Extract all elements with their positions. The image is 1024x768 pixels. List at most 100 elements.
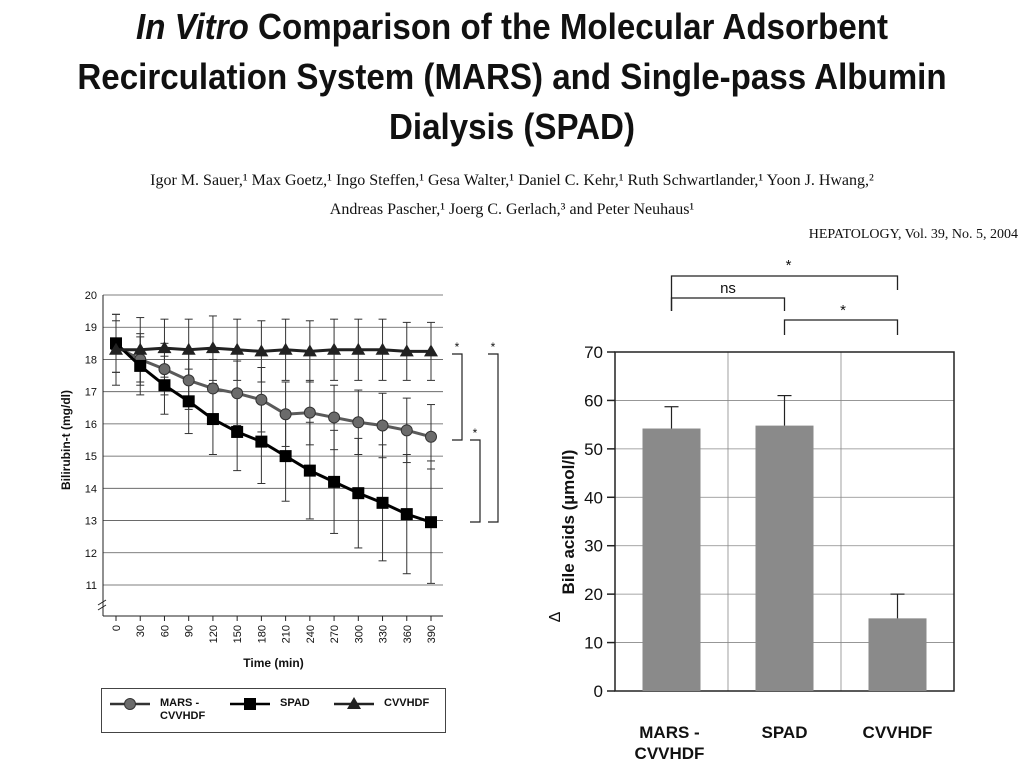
legend-triangle-marker — [347, 697, 361, 709]
y-tick-label: 50 — [584, 440, 603, 459]
data-point — [351, 342, 366, 355]
data-point — [400, 424, 413, 437]
significance-bracket — [470, 439, 481, 523]
data-point — [279, 408, 292, 421]
data-point — [231, 387, 244, 400]
title-line1: Comparison of the Molecular Adsorbent — [248, 6, 889, 47]
x-tick-label: 270 — [329, 625, 341, 643]
authors-line2: Andreas Pascher,¹ Joerg C. Gerlach,³ and… — [329, 201, 695, 218]
y-tick-label: 18 — [85, 354, 97, 366]
x-tick-label: 240 — [305, 625, 317, 643]
line-chart-legend: MARS - CVVHDF SPAD CVVHDF — [101, 688, 446, 733]
x-tick-label: 210 — [281, 625, 293, 643]
data-point — [328, 411, 341, 424]
significance-label: * — [455, 340, 460, 354]
legend-circle-marker — [124, 698, 136, 710]
significance-bracket — [452, 353, 463, 441]
y-tick-label: 20 — [85, 290, 97, 302]
legend-square-marker — [244, 698, 256, 710]
data-point — [255, 393, 268, 406]
significance-label: * — [840, 302, 846, 319]
y-tick-label: 19 — [85, 322, 97, 334]
x-tick-label: 120 — [208, 625, 220, 643]
y-axis-title: Bile acids (µmol/l) — [559, 450, 578, 595]
data-point — [206, 413, 219, 426]
x-tick-label: 180 — [256, 625, 268, 643]
x-axis-title: Time (min) — [243, 656, 303, 670]
data-point — [376, 419, 389, 432]
title-italic: In Vitro — [135, 6, 249, 47]
legend-label-spad: SPAD — [280, 697, 310, 709]
data-point — [303, 464, 316, 477]
data-point — [375, 342, 390, 355]
data-point — [328, 475, 341, 488]
y-tick-label: 10 — [584, 634, 603, 653]
category-label: MARS - — [639, 723, 699, 742]
data-point — [376, 496, 389, 509]
x-tick-label: 360 — [402, 625, 414, 643]
authors-line1: Igor M. Sauer,¹ Max Goetz,¹ Ingo Steffen… — [150, 172, 874, 189]
data-point — [327, 342, 342, 355]
data-point — [134, 359, 147, 372]
y-tick-label: 17 — [85, 387, 97, 399]
bilirubin-line-chart: 11 12 13 14 15 16 17 18 19 20 0 30 60 90 120 150 180 210 2… — [59, 290, 499, 670]
data-point — [399, 344, 414, 357]
category-label: SPAD — [762, 723, 808, 742]
bar — [642, 428, 701, 691]
y-tick-label: 60 — [584, 391, 603, 410]
x-tick-label: 30 — [135, 625, 147, 637]
data-point — [352, 416, 365, 429]
data-point — [158, 363, 171, 376]
y-tick-label: 14 — [85, 483, 97, 495]
significance-bracket — [783, 319, 899, 335]
category-label: CVVHDF — [863, 723, 933, 742]
bar — [868, 618, 927, 691]
y-axis-title: Bilirubin-t (mg/dl) — [59, 390, 73, 490]
significance-label: * — [473, 426, 478, 440]
data-point — [205, 341, 220, 354]
y-tick-label: 13 — [85, 516, 97, 528]
author-list: Igor M. Sauer,¹ Max Goetz,¹ Ingo Steffen… — [0, 166, 1024, 224]
legend-label-mars: MARS - CVVHDF — [160, 697, 206, 722]
bar — [755, 425, 814, 691]
significance-label: ns — [720, 280, 736, 297]
significance-bracket — [670, 297, 786, 311]
data-point — [279, 450, 292, 463]
delta-symbol: Δ — [547, 611, 564, 622]
significance-label: * — [786, 257, 792, 274]
significance-bracket — [670, 275, 899, 311]
x-tick-label: 300 — [353, 625, 365, 643]
y-tick-label: 16 — [85, 419, 97, 431]
title-line3: Dialysis (SPAD) — [388, 106, 636, 147]
data-point — [255, 435, 268, 448]
data-point — [302, 344, 317, 357]
data-point — [254, 344, 269, 357]
x-tick-label: 90 — [184, 625, 196, 637]
y-tick-label: 12 — [85, 548, 97, 560]
journal-citation: HEPATOLOGY, Vol. 39, No. 5, 2004 — [808, 227, 1018, 242]
y-tick-label: 20 — [584, 585, 603, 604]
data-point — [424, 344, 438, 357]
data-point — [158, 379, 171, 392]
data-point — [278, 342, 293, 355]
data-point — [182, 395, 195, 408]
data-point — [425, 516, 437, 529]
category-label: CVVHDF — [635, 744, 705, 763]
x-tick-label: 390 — [426, 625, 438, 643]
y-tick-label: 40 — [584, 488, 603, 507]
significance-label: * — [491, 340, 496, 354]
x-tick-label: 330 — [378, 625, 390, 643]
data-point — [109, 342, 123, 355]
axis-break — [97, 599, 107, 611]
title-line2: Recirculation System (MARS) and Single-p… — [77, 56, 947, 97]
data-point — [182, 374, 195, 387]
data-point — [352, 487, 365, 500]
x-tick-label: 150 — [232, 625, 244, 643]
significance-bracket — [488, 353, 499, 523]
data-point — [206, 382, 219, 395]
y-tick-label: 11 — [86, 580, 97, 592]
data-point — [157, 341, 172, 354]
data-point — [231, 425, 244, 438]
data-point — [303, 406, 316, 419]
